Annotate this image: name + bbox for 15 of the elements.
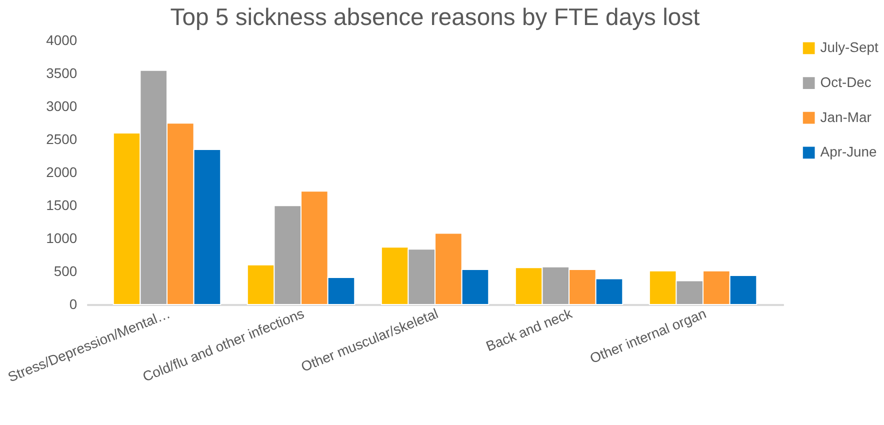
y-tick-label: 2000	[46, 164, 78, 180]
legend-label: Oct-Dec	[820, 74, 872, 90]
y-tick-label: 1000	[46, 230, 78, 246]
y-tick-label: 1500	[46, 197, 78, 214]
y-tick-label: 4000	[46, 32, 78, 48]
y-tick-label: 3500	[46, 65, 78, 82]
legend-label: Jan-Mar	[820, 108, 872, 125]
chart-title: Top 5 sickness absence reasons by FTE days lost	[170, 4, 700, 31]
y-tick-label: 2500	[46, 131, 78, 148]
legend-label: Apr-June	[820, 144, 878, 160]
y-tick-label: 0	[69, 296, 78, 312]
y-tick-label: 500	[54, 263, 78, 280]
legend-label: July-Sept	[820, 39, 878, 56]
y-tick-label: 3000	[46, 98, 78, 114]
x-tick-label: Back and neck	[484, 305, 574, 354]
